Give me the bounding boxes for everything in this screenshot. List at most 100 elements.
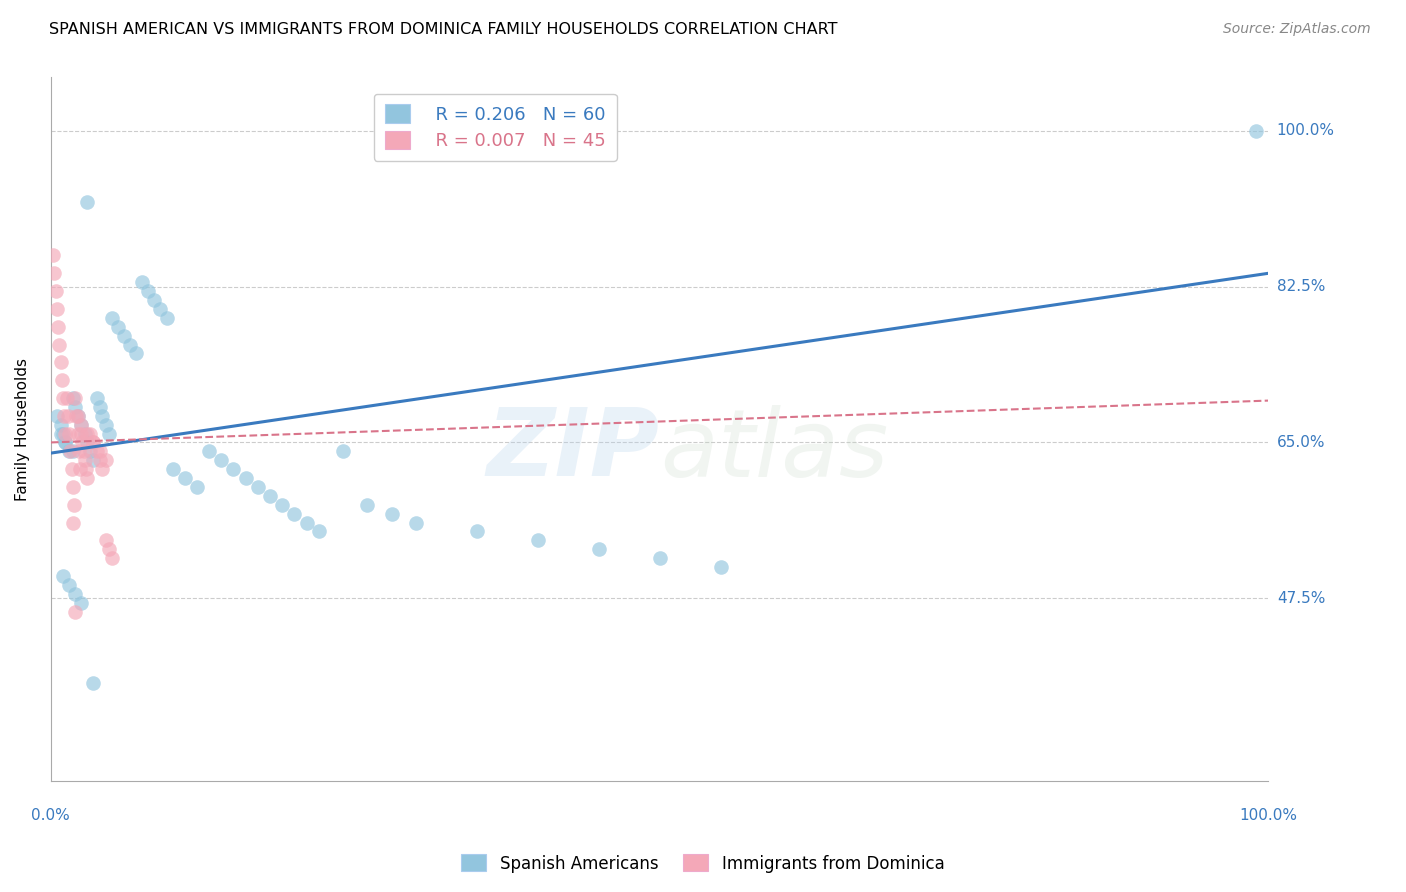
Point bbox=[308, 524, 330, 539]
Point bbox=[94, 417, 117, 432]
Point bbox=[55, 435, 77, 450]
Text: atlas: atlas bbox=[659, 405, 887, 496]
Point bbox=[62, 516, 84, 530]
Point bbox=[112, 328, 135, 343]
Point bbox=[86, 391, 108, 405]
Point bbox=[465, 524, 488, 539]
Point bbox=[76, 435, 98, 450]
Point bbox=[332, 444, 354, 458]
Point bbox=[73, 426, 96, 441]
Text: 100.0%: 100.0% bbox=[1240, 808, 1298, 823]
Point bbox=[98, 542, 121, 557]
Text: 100.0%: 100.0% bbox=[1277, 123, 1334, 138]
Point bbox=[67, 444, 90, 458]
Point bbox=[62, 391, 84, 405]
Point bbox=[70, 596, 93, 610]
Point bbox=[94, 453, 117, 467]
Point bbox=[94, 533, 117, 548]
Point bbox=[405, 516, 427, 530]
Point bbox=[51, 373, 73, 387]
Point bbox=[55, 426, 77, 441]
Point bbox=[648, 551, 671, 566]
Point bbox=[59, 444, 82, 458]
Point bbox=[73, 444, 96, 458]
Point bbox=[131, 275, 153, 289]
Point bbox=[42, 248, 65, 262]
Point bbox=[55, 435, 77, 450]
Point bbox=[45, 301, 67, 316]
Point bbox=[1244, 124, 1267, 138]
Point bbox=[76, 426, 98, 441]
Point bbox=[173, 471, 195, 485]
Point bbox=[48, 337, 70, 351]
Point bbox=[79, 444, 101, 458]
Text: SPANISH AMERICAN VS IMMIGRANTS FROM DOMINICA FAMILY HOUSEHOLDS CORRELATION CHART: SPANISH AMERICAN VS IMMIGRANTS FROM DOMI… bbox=[49, 22, 838, 37]
Point bbox=[63, 391, 86, 405]
Point bbox=[155, 310, 177, 325]
Point bbox=[46, 319, 69, 334]
Point bbox=[246, 480, 269, 494]
Point bbox=[60, 462, 83, 476]
Point bbox=[82, 453, 104, 467]
Point bbox=[98, 426, 121, 441]
Point bbox=[58, 444, 80, 458]
Point bbox=[69, 462, 91, 476]
Point bbox=[89, 444, 111, 458]
Point bbox=[73, 453, 96, 467]
Point bbox=[235, 471, 257, 485]
Point bbox=[82, 435, 104, 450]
Point bbox=[58, 578, 80, 592]
Point bbox=[52, 569, 75, 583]
Point bbox=[527, 533, 550, 548]
Point bbox=[198, 444, 221, 458]
Point bbox=[125, 346, 148, 360]
Point bbox=[75, 462, 97, 476]
Point bbox=[86, 444, 108, 458]
Point bbox=[62, 444, 84, 458]
Point bbox=[709, 560, 731, 574]
Point bbox=[70, 417, 93, 432]
Point bbox=[63, 605, 86, 619]
Point bbox=[136, 284, 159, 298]
Text: 47.5%: 47.5% bbox=[1277, 591, 1324, 606]
Point bbox=[58, 426, 80, 441]
Point bbox=[49, 355, 72, 369]
Point bbox=[89, 453, 111, 467]
Point bbox=[76, 471, 98, 485]
Point bbox=[222, 462, 245, 476]
Point bbox=[49, 426, 72, 441]
Point bbox=[65, 409, 87, 423]
Point bbox=[91, 409, 114, 423]
Point bbox=[186, 480, 208, 494]
Text: ZIP: ZIP bbox=[486, 404, 659, 496]
Point bbox=[44, 266, 66, 280]
Point bbox=[107, 319, 129, 334]
Point bbox=[209, 453, 232, 467]
Point bbox=[63, 400, 86, 414]
Point bbox=[89, 400, 111, 414]
Point bbox=[82, 435, 104, 450]
Text: Source: ZipAtlas.com: Source: ZipAtlas.com bbox=[1223, 22, 1371, 37]
Point bbox=[70, 417, 93, 432]
Point bbox=[72, 435, 94, 450]
Point bbox=[63, 498, 86, 512]
Point bbox=[63, 587, 86, 601]
Point bbox=[588, 542, 610, 557]
Point bbox=[118, 337, 141, 351]
Point bbox=[271, 498, 294, 512]
Point bbox=[149, 301, 172, 316]
Point bbox=[283, 507, 305, 521]
Point bbox=[53, 409, 76, 423]
Point bbox=[100, 551, 122, 566]
Point bbox=[162, 462, 184, 476]
Point bbox=[143, 293, 166, 307]
Point bbox=[79, 426, 101, 441]
Point bbox=[45, 284, 67, 298]
Y-axis label: Family Households: Family Households bbox=[15, 358, 30, 500]
Point bbox=[66, 409, 89, 423]
Text: 82.5%: 82.5% bbox=[1277, 279, 1324, 294]
Point bbox=[55, 391, 77, 405]
Point bbox=[381, 507, 404, 521]
Point bbox=[62, 480, 84, 494]
Point bbox=[76, 195, 98, 210]
